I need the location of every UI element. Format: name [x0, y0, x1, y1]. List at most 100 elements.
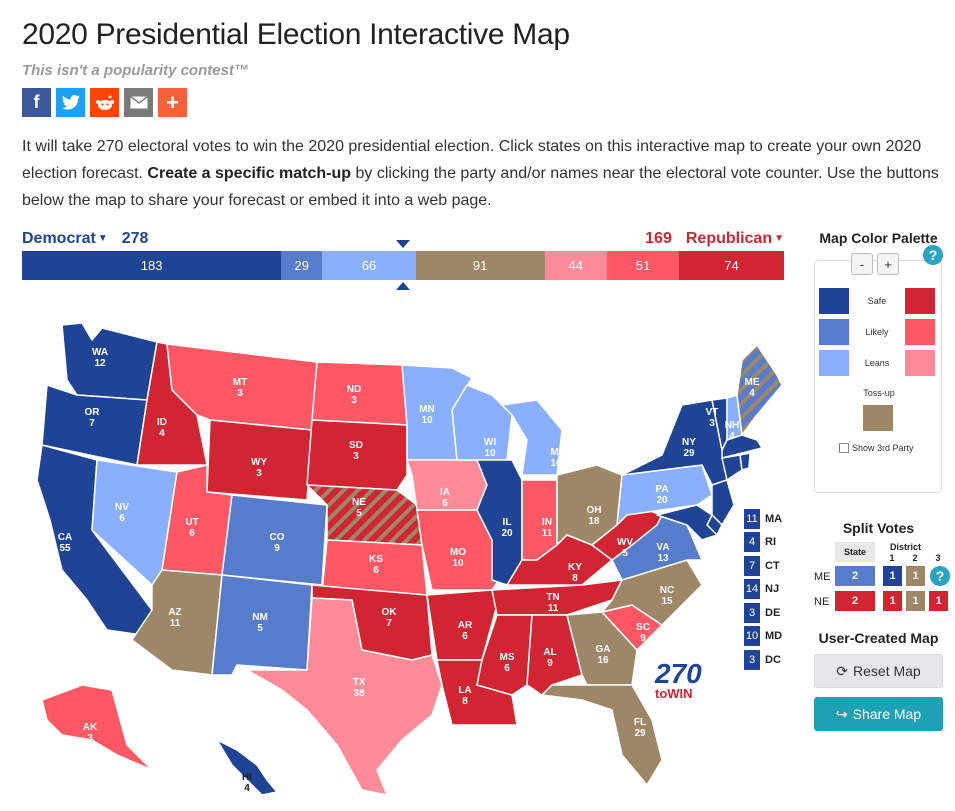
- state-label-hi: HI: [242, 772, 252, 783]
- state-wi[interactable]: [451, 384, 513, 461]
- state-label-pa: PA: [655, 484, 668, 495]
- state-ev-nh: 4: [729, 431, 735, 442]
- small-state-ev[interactable]: 3: [744, 649, 760, 670]
- facebook-icon[interactable]: f: [22, 88, 51, 117]
- state-nc[interactable]: [601, 559, 703, 626]
- email-icon[interactable]: [124, 88, 153, 117]
- ne-district-3[interactable]: 1: [929, 591, 948, 611]
- state-ev-wi: 10: [484, 448, 496, 459]
- palette-label-tossup: Toss-up: [863, 388, 895, 398]
- help-icon[interactable]: ?: [923, 245, 943, 265]
- palette-rep-leans[interactable]: [905, 350, 935, 376]
- state-fl[interactable]: [541, 684, 663, 786]
- state-il[interactable]: [476, 459, 523, 586]
- small-state-row[interactable]: 11 MA: [744, 507, 794, 531]
- state-label-mi: MI: [550, 447, 561, 458]
- zoom-in-button[interactable]: +: [877, 253, 899, 275]
- palette-rep-safe[interactable]: [905, 288, 935, 314]
- split-help-icon[interactable]: ?: [930, 566, 950, 586]
- small-state-row[interactable]: 4 RI: [744, 531, 794, 555]
- state-label-oh: OH: [587, 505, 602, 516]
- state-tx[interactable]: [246, 597, 443, 796]
- small-state-name: CT: [765, 559, 780, 572]
- state-label-sc: SC: [636, 622, 650, 633]
- state-me[interactable]: [736, 344, 783, 436]
- small-state-row[interactable]: 7 CT: [744, 554, 794, 578]
- me-district-2[interactable]: 1: [906, 566, 925, 586]
- small-state-ev[interactable]: 7: [744, 555, 760, 576]
- state-ev-in: 11: [542, 528, 553, 539]
- zoom-out-button[interactable]: -: [851, 253, 873, 275]
- republican-counter[interactable]: 169 Republican ▼: [620, 230, 784, 250]
- small-state-ev[interactable]: 14: [744, 579, 760, 600]
- plus-icon[interactable]: +: [158, 88, 187, 117]
- state-ar[interactable]: [426, 589, 498, 661]
- state-ev-la: 8: [462, 696, 468, 707]
- ne-district-1[interactable]: 1: [883, 591, 902, 611]
- reddit-icon[interactable]: [90, 88, 119, 117]
- small-state-row[interactable]: 14 NJ: [744, 578, 794, 602]
- chevron-down-icon[interactable]: ▼: [97, 233, 108, 244]
- state-ev-oh: 18: [588, 516, 600, 527]
- us-map[interactable]: WA 12 OR 7 CA 55 NV 6 ID 4 MT 3 WY 3 UT 6 AZ 11 CO 9 NM 5 ND 3 S…: [22, 300, 802, 805]
- state-ev-mt: 3: [237, 388, 243, 399]
- small-state-ev[interactable]: 3: [744, 602, 760, 623]
- state-ak[interactable]: [41, 684, 153, 771]
- small-state-ev[interactable]: 11: [744, 508, 760, 529]
- third-party-checkbox[interactable]: [839, 443, 849, 453]
- me-district-1[interactable]: 1: [883, 566, 902, 586]
- palette-dem-leans[interactable]: [819, 350, 849, 376]
- state-ev-al: 9: [547, 658, 553, 669]
- state-ev-ia: 6: [442, 498, 448, 509]
- state-ev-nv: 6: [119, 513, 125, 524]
- democrat-label[interactable]: Democrat: [22, 230, 96, 247]
- state-label-ks: KS: [369, 554, 383, 565]
- state-hi[interactable]: [216, 739, 278, 796]
- small-state-ev[interactable]: 4: [744, 532, 760, 553]
- republican-label[interactable]: Republican: [685, 230, 773, 247]
- small-state-row[interactable]: 3 DC: [744, 648, 794, 672]
- state-ev-az: 11: [170, 618, 181, 629]
- state-ev-co: 9: [274, 543, 280, 554]
- state-ev-ak: 3: [87, 733, 93, 744]
- palette-dem-safe[interactable]: [819, 288, 849, 314]
- state-label-fl: FL: [634, 717, 646, 728]
- state-ky[interactable]: [506, 534, 613, 586]
- state-wy[interactable]: [206, 419, 313, 501]
- state-ev-nd: 3: [351, 395, 357, 406]
- small-state-ev[interactable]: 10: [744, 626, 760, 647]
- palette-rep-likely[interactable]: [905, 319, 935, 345]
- twitter-icon[interactable]: [56, 88, 85, 117]
- ev-segment: 91: [415, 251, 545, 280]
- small-state-row[interactable]: 10 MD: [744, 625, 794, 649]
- state-mi[interactable]: [501, 399, 563, 476]
- share-map-button[interactable]: ↪ Share Map: [814, 697, 943, 731]
- state-label-nv: NV: [115, 502, 129, 513]
- 270towin-logo: 270 toWIN: [655, 660, 703, 706]
- state-label-ak: AK: [83, 722, 98, 733]
- state-ev-ne: 5: [356, 508, 362, 519]
- split-votes-title: Split Votes: [842, 520, 915, 536]
- state-ev-hi: 4: [244, 783, 250, 794]
- state-label-ny: NY: [682, 437, 696, 448]
- palette-dem-likely[interactable]: [819, 319, 849, 345]
- state-label-ut: UT: [185, 517, 198, 528]
- state-wa[interactable]: [61, 322, 158, 401]
- state-ev-fl: 29: [634, 728, 646, 739]
- chevron-down-icon[interactable]: ▼: [774, 233, 784, 244]
- ne-district-2[interactable]: 1: [906, 591, 925, 611]
- state-ev-or: 7: [89, 418, 95, 429]
- palette-tossup[interactable]: [863, 405, 893, 431]
- district-header: District: [890, 542, 922, 552]
- me-state-votes[interactable]: 2: [835, 566, 875, 586]
- state-md[interactable]: [656, 504, 718, 541]
- state-ri[interactable]: [739, 452, 751, 471]
- democrat-counter[interactable]: Democrat ▼ 278: [22, 230, 148, 250]
- state-ev-ut: 6: [189, 528, 195, 539]
- reset-map-button[interactable]: ⟳ Reset Map: [814, 654, 943, 688]
- ne-state-votes[interactable]: 2: [835, 591, 875, 611]
- third-party-toggle[interactable]: Show 3rd Party: [839, 443, 914, 453]
- state-label-wy: WY: [251, 457, 267, 468]
- state-sd[interactable]: [306, 419, 408, 491]
- small-state-row[interactable]: 3 DE: [744, 601, 794, 625]
